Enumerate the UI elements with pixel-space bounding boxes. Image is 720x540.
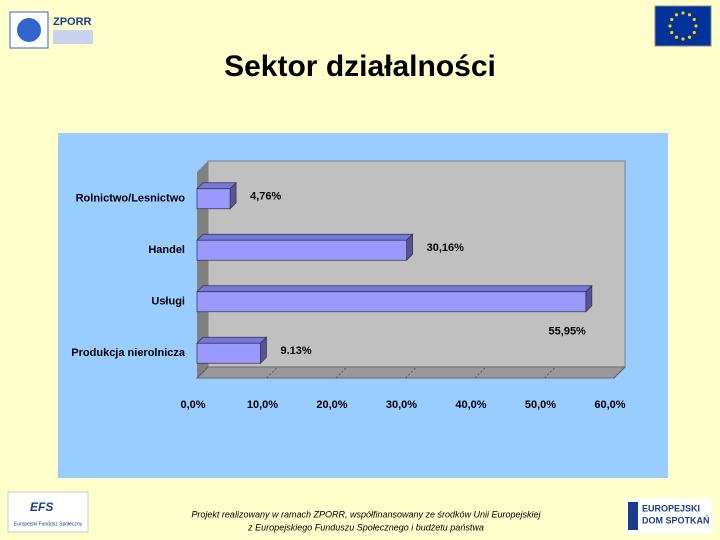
- star: [674, 35, 679, 39]
- logo-efs: EFS Europejski Fundusz Społeczny: [7, 491, 89, 533]
- bar-top: [196, 182, 237, 190]
- x-tick-label: 50,0%: [525, 399, 556, 411]
- logo-text: EUROPEJSKI: [642, 503, 700, 513]
- tick-mark: [474, 366, 487, 379]
- bar: [196, 239, 407, 261]
- category-label: Produkcja nierolnicza: [71, 347, 186, 359]
- logo-text: EFS: [30, 500, 53, 514]
- logo-icon: [17, 18, 41, 42]
- star: [668, 24, 672, 28]
- x-tick-label: 20,0%: [316, 399, 347, 411]
- bar-top: [196, 336, 268, 344]
- tick-mark: [613, 366, 626, 379]
- eu-flag: [654, 5, 712, 47]
- star: [694, 24, 698, 28]
- side-wall: [197, 161, 208, 378]
- footer-text: z Europejskiego Funduszu Społecznego i b…: [247, 522, 484, 532]
- logo-icon: [628, 502, 638, 530]
- footer-text: Projekt realizowany w ramach ZPORR, wspó…: [191, 509, 541, 519]
- star: [681, 37, 685, 41]
- logo-zporr: ZPORR: [9, 11, 93, 49]
- logo-caption: Europejski Fundusz Społeczny: [14, 521, 83, 527]
- logo-box: [7, 491, 89, 533]
- star: [681, 11, 685, 15]
- bar: [196, 342, 261, 364]
- tick-mark: [266, 366, 278, 379]
- value-label: 4,76%: [250, 191, 281, 203]
- star: [692, 30, 696, 35]
- back-wall: [207, 160, 626, 368]
- value-label: 30,16%: [427, 242, 465, 254]
- floor: [195, 366, 627, 379]
- category-label: Usługi: [151, 296, 185, 308]
- value-label: 9.13%: [280, 345, 311, 357]
- category-label: Rolnictwo/Lesnictwo: [76, 193, 186, 205]
- tick-mark: [335, 366, 348, 379]
- x-tick-label: 40,0%: [455, 399, 486, 411]
- bar: [196, 188, 231, 210]
- star: [670, 30, 674, 35]
- logo-eds: EUROPEJSKI DOM SPOTKAŃ: [626, 498, 712, 534]
- bar-top: [196, 285, 593, 293]
- tick-mark: [544, 366, 556, 379]
- logo-text: DOM SPOTKAŃ: [642, 515, 710, 525]
- x-tick-label: 30,0%: [386, 399, 417, 411]
- star: [687, 35, 692, 39]
- star: [687, 13, 692, 17]
- star: [692, 17, 696, 22]
- category-label: Handel: [148, 244, 185, 256]
- bar-top: [196, 233, 414, 241]
- x-tick-label: 60,0%: [594, 399, 625, 411]
- chart-title: Sektor działalności: [224, 50, 496, 83]
- x-tick-label: 10,0%: [247, 399, 278, 411]
- bar: [196, 291, 587, 313]
- tick-mark: [405, 366, 417, 379]
- tick-mark: [196, 366, 209, 379]
- logo-box: [626, 498, 712, 534]
- logo-subtext: [53, 30, 93, 44]
- star: [674, 13, 679, 17]
- x-tick-label: 0,0%: [180, 399, 205, 411]
- value-label: 55,95%: [549, 326, 587, 338]
- star: [670, 17, 674, 22]
- logo-text: ZPORR: [53, 16, 92, 28]
